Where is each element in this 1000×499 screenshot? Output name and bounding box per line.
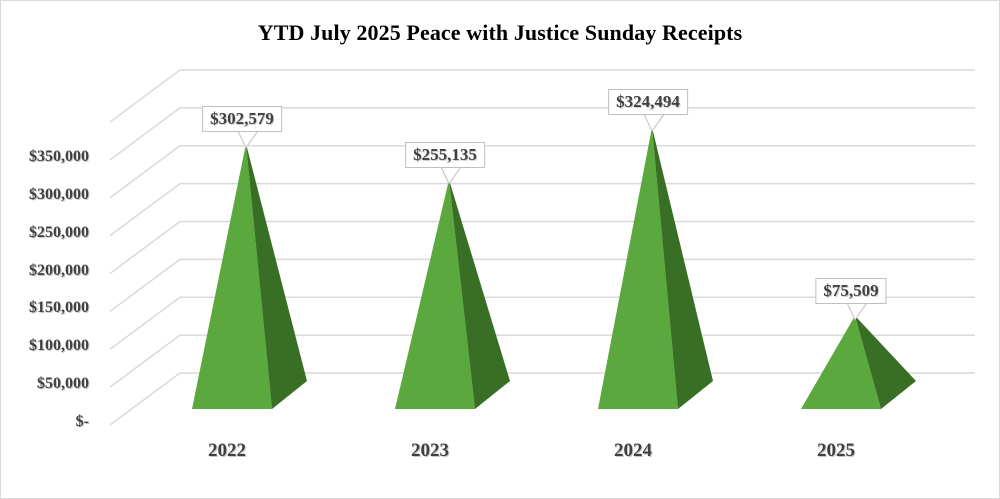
- data-label: $302,579: [202, 105, 282, 132]
- data-label: $324,494: [608, 89, 688, 116]
- chart-title: YTD July 2025 Peace with Justice Sunday …: [257, 20, 743, 45]
- y-tick-label: $350,000: [29, 147, 89, 165]
- x-tick-label: 2022: [208, 440, 246, 461]
- pyramid-bars: [192, 113, 916, 410]
- x-tick-label: 2023: [411, 440, 449, 461]
- x-tick-label: 2025: [817, 440, 855, 461]
- y-tick-label: $100,000: [29, 337, 89, 355]
- y-tick-label: $200,000: [29, 261, 89, 279]
- y-tick-label: $250,000: [29, 223, 89, 241]
- y-tick-label: $-: [75, 413, 89, 430]
- y-tick-label: $150,000: [29, 299, 89, 317]
- data-label: $75,509: [815, 277, 887, 304]
- y-tick-label: $300,000: [29, 185, 89, 203]
- gridlines: [109, 69, 975, 426]
- y-tick-label: $50,000: [37, 375, 89, 393]
- data-label: $255,135: [405, 141, 485, 168]
- x-tick-label: 2024: [614, 440, 652, 461]
